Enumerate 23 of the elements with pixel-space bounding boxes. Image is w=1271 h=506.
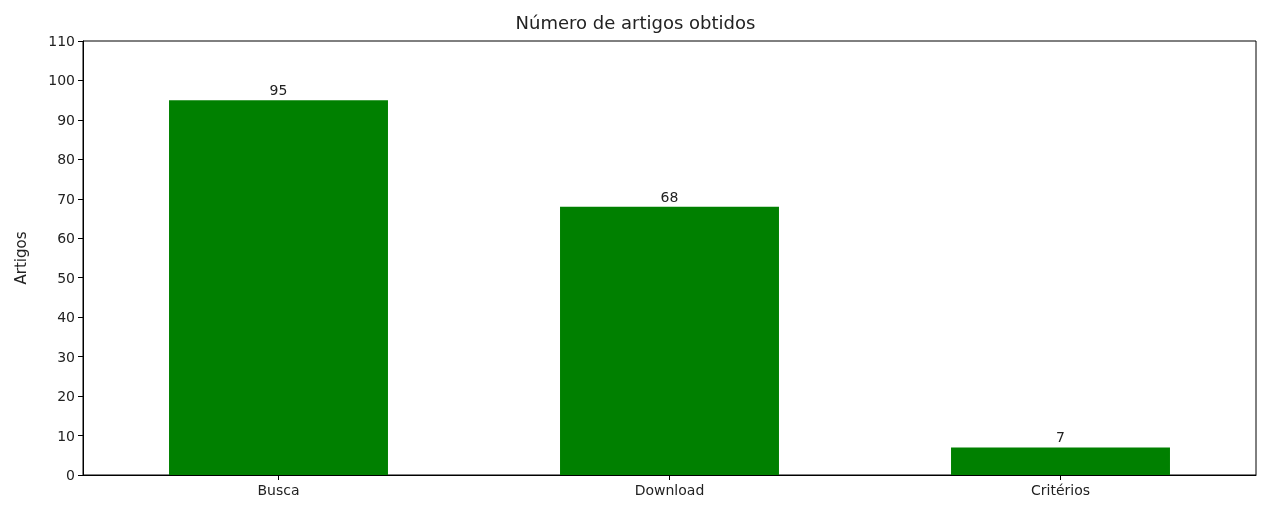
x-tick-label: Download [634,482,705,498]
bar [169,100,388,475]
y-tick-label: 50 [57,269,75,286]
y-tick-label: 80 [57,151,75,168]
bar [560,206,779,475]
y-tick-label: 90 [57,111,75,128]
data-label: 95 [269,82,288,99]
y-tick-label: 70 [57,190,75,207]
y-tick-label: 20 [57,388,75,405]
chart-title: Número de artigos obtidos [515,11,756,33]
y-tick-label: 10 [57,427,75,444]
bar [951,447,1170,475]
y-axis-title: Artigos [11,231,30,285]
y-tick-label: 30 [57,348,75,365]
y-tick-label: 100 [48,72,75,89]
y-tick-label: 0 [66,467,75,483]
data-label: 7 [1056,429,1065,446]
y-tick-label: 110 [48,33,75,49]
y-tick-label: 40 [57,309,75,326]
data-label: 68 [660,188,679,205]
x-tick-label: Busca [257,482,300,498]
x-tick-label: Critérios [1030,482,1091,498]
y-tick-label: 60 [57,230,75,247]
